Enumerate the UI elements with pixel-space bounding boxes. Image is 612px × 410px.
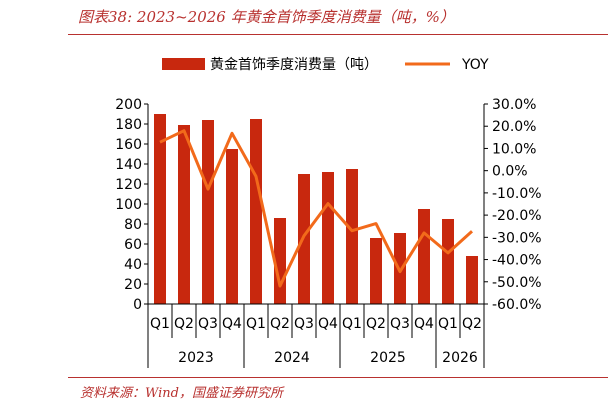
legend-line-label: YOY xyxy=(461,57,489,73)
bars xyxy=(154,114,478,304)
legend: 黄金首饰季度消费量（吨） YOY xyxy=(162,56,489,73)
left-tick-label: 20 xyxy=(124,277,142,293)
left-tick-label: 80 xyxy=(124,217,142,233)
x-tick-label: Q4 xyxy=(414,316,434,332)
year-group-label: 2023 xyxy=(178,350,214,366)
bar xyxy=(154,114,166,304)
right-tick-label: -50.0% xyxy=(492,275,542,291)
title-rule xyxy=(68,34,608,35)
right-tick-label: -40.0% xyxy=(492,253,542,269)
bar xyxy=(226,149,238,304)
bar xyxy=(322,172,334,304)
bottom-rule xyxy=(68,377,608,378)
bar xyxy=(346,169,358,304)
bar xyxy=(418,209,430,304)
x-tick-label: Q1 xyxy=(342,316,362,332)
yoy-line xyxy=(159,129,474,288)
yoy-line-path xyxy=(159,129,474,288)
source-note: 资料来源：Wind，国盛证券研究所 xyxy=(80,386,283,401)
right-tick-label: 0.0% xyxy=(492,164,528,180)
x-tick-label: Q3 xyxy=(294,316,314,332)
left-tick-label: 160 xyxy=(115,137,142,153)
left-tick-label: 60 xyxy=(124,237,142,253)
right-tick-label: -30.0% xyxy=(492,230,542,246)
right-axis: 30.0% 20.0% 10.0% 0.0% -10.0% -20.0% -30.0% -40… xyxy=(483,97,542,313)
right-tick-label: 10.0% xyxy=(492,141,536,157)
bar xyxy=(250,119,262,304)
right-tick-label: 30.0% xyxy=(492,97,536,113)
bar xyxy=(370,238,382,304)
left-tick-label: 180 xyxy=(115,117,142,133)
x-tick-label: Q2 xyxy=(270,316,290,332)
x-tick-label: Q1 xyxy=(246,316,266,332)
right-tick-label: -10.0% xyxy=(492,186,542,202)
year-group-label: 2024 xyxy=(274,350,310,366)
x-tick-label: Q2 xyxy=(174,316,194,332)
year-group-label: 2025 xyxy=(370,350,406,366)
bar xyxy=(442,219,454,304)
x-tick-label: Q3 xyxy=(198,316,218,332)
right-tick-label: 20.0% xyxy=(492,119,536,135)
left-tick-label: 40 xyxy=(124,257,142,273)
x-tick-label: Q1 xyxy=(150,316,170,332)
bar xyxy=(202,120,214,304)
x-tick-label: Q1 xyxy=(438,316,458,332)
left-tick-label: 200 xyxy=(115,97,142,113)
year-group-label: 2026 xyxy=(442,350,478,366)
left-tick-label: 120 xyxy=(115,177,142,193)
x-tick-label: Q2 xyxy=(462,316,482,332)
left-tick-label: 100 xyxy=(115,197,142,213)
x-tick-label: Q3 xyxy=(390,316,410,332)
left-tick-label: 140 xyxy=(115,157,142,173)
x-tick-label: Q4 xyxy=(318,316,338,332)
bar xyxy=(466,256,478,304)
x-tick-label: Q2 xyxy=(366,316,386,332)
left-tick-label: 0 xyxy=(133,297,142,313)
figure-title: 图表38: 2023~2026 年黄金首饰季度消费量（吨，%） xyxy=(78,8,455,26)
right-tick-label: -60.0% xyxy=(492,297,542,313)
bar xyxy=(178,125,190,304)
x-tick-label: Q4 xyxy=(222,316,242,332)
legend-bar-label: 黄金首饰季度消费量（吨） xyxy=(210,56,378,73)
right-tick-label: -20.0% xyxy=(492,208,542,224)
legend-bar-swatch xyxy=(162,58,205,70)
